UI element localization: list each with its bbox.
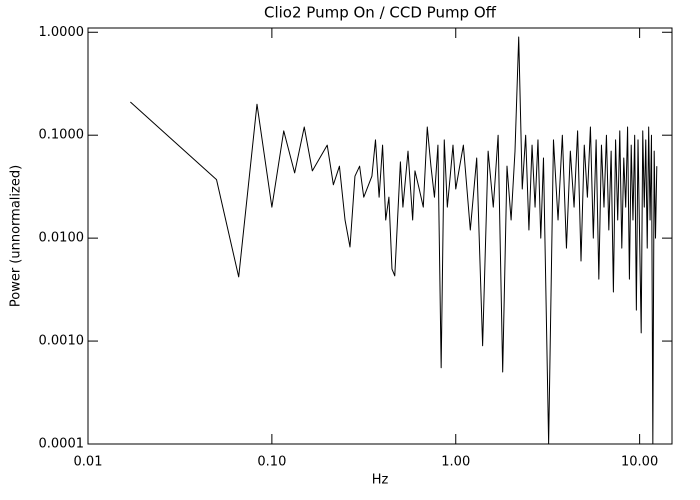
plot-frame — [87, 27, 673, 445]
y-tick-label: 0.0010 — [39, 334, 85, 349]
x-tick-label: 10.00 — [621, 455, 658, 470]
y-tick-label: 1.0000 — [39, 25, 85, 40]
y-tick-label: 0.1000 — [39, 128, 85, 143]
data-line — [130, 36, 658, 445]
y-tick-label: 0.0100 — [39, 231, 85, 246]
x-tick-label: 0.10 — [257, 455, 286, 470]
y-axis-label: Power (unnormalized) — [9, 165, 24, 307]
x-axis-label: Hz — [372, 473, 389, 488]
x-tick-label: 0.01 — [74, 455, 103, 470]
chart-title: Clio2 Pump On / CCD Pump Off — [264, 4, 497, 22]
x-tick-label: 1.00 — [441, 455, 470, 470]
y-tick-label: 0.0001 — [39, 437, 85, 452]
